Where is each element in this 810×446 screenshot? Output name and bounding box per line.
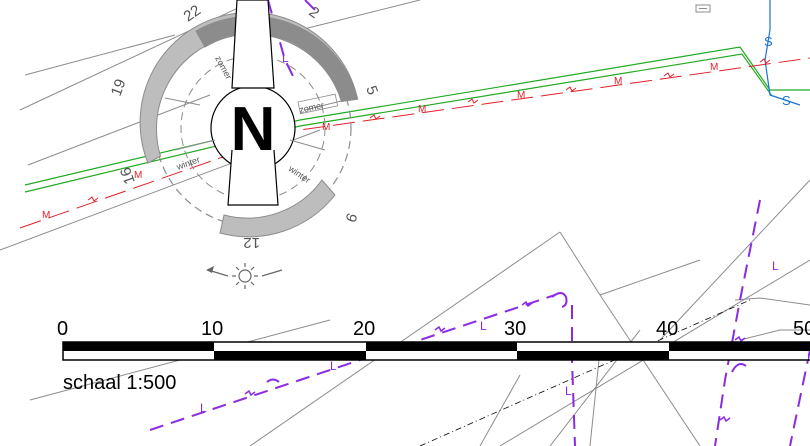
scale-tick-40: 40 [656,318,678,340]
compass-rose: N 22 2 19 5 16 9 12 zomer zomer winter w… [108,0,381,289]
blue-line-marker: S [764,34,773,49]
season-label-summer: zomer [298,100,325,115]
season-label-summer: zomer [213,54,234,81]
red-line-marker: M [322,122,330,133]
season-label-winter: winter [286,163,312,186]
scale-tick-0: 0 [57,318,68,340]
season-label-winter: winter [174,154,201,172]
red-line-marker: M [710,62,718,73]
blue-line: S S [764,0,801,108]
purple-line-marker: L [565,384,572,398]
hour-mark-9: 9 [341,211,360,225]
red-line: M M M M M M M [19,57,810,229]
red-line-marker: M [517,90,525,101]
purple-line-marker: L [200,401,207,415]
hour-mark-5: 5 [362,84,381,98]
scale-tick-10: 10 [201,318,223,340]
red-line-marker: M [134,170,142,181]
scale-caption: schaal 1:500 [63,372,176,394]
purple-line-marker: L [772,259,779,273]
scale-tick-20: 20 [353,318,375,340]
utility-symbol [695,4,711,13]
hour-mark-22: 22 [181,2,204,25]
purple-line-marker: L [282,51,289,65]
hour-mark-19: 19 [108,77,130,98]
red-line-marker: M [42,210,50,221]
purple-line-marker: L [330,359,337,373]
scale-tick-50: 50 [793,318,810,340]
sun-icon [232,263,258,289]
scale-tick-30: 30 [504,318,526,340]
hour-mark-12: 12 [243,234,260,251]
arrow-left-icon [206,266,283,277]
blue-line-marker: S [782,93,791,108]
red-line-marker: M [418,104,426,115]
scale-bar: 0 10 20 30 40 50 schaal 1:500 [57,318,810,394]
purple-line-marker: L [480,319,487,333]
hour-mark-16: 16 [117,165,139,186]
dashdot-boundary-line [419,299,751,446]
hour-mark-2: 2 [306,3,323,22]
north-letter: N [231,95,276,164]
red-line-marker: M [614,76,622,87]
